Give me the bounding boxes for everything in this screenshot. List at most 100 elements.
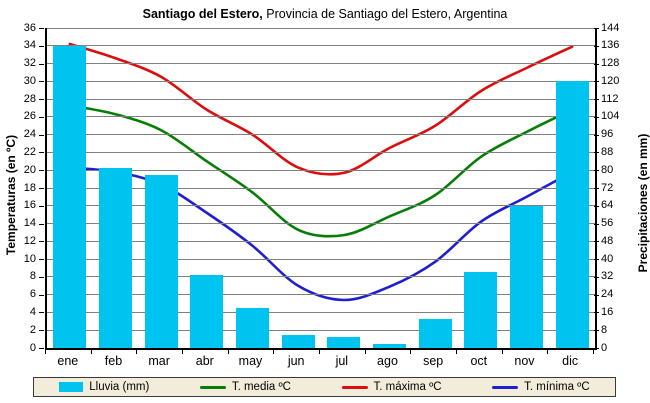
gridline-32 [47,63,595,65]
legend-label-lluvia: Lluvia (mm) [89,381,150,393]
right-tick-label-56: 56 [601,217,614,230]
left-tick-label-10: 10 [23,252,36,265]
left-tick-label-26: 26 [23,110,36,123]
left-tick-8 [39,276,44,278]
right-tick-label-40: 40 [601,252,614,265]
gridline-36 [47,27,595,29]
left-tick-22 [39,152,44,154]
left-tick-label-18: 18 [23,181,36,194]
month-label-jul: jul [335,354,349,368]
month-label-oct: oct [470,354,488,368]
left-tick-label-0: 0 [29,341,36,354]
precip-bar-nov [510,205,543,348]
right-tick-label-16: 16 [601,305,614,318]
left-tick-label-8: 8 [29,270,36,283]
legend: Lluvia (mm) T. media ºC T. máxima ºC T. … [33,377,616,397]
left-tick-label-4: 4 [29,305,36,318]
bottom-tick-8 [410,349,412,354]
gridline-8 [47,276,595,278]
gridline-34 [47,45,595,47]
precip-bar-jul [327,336,361,348]
left-tick-label-12: 12 [23,234,36,247]
gridline-6 [47,294,595,296]
month-label-ene: ene [57,354,79,368]
right-tick-112 [594,99,599,101]
gridline-28 [47,98,595,100]
month-label-may: may [238,354,263,368]
right-tick-48 [594,241,599,243]
legend-label-tminima: T. mínima ºC [524,381,590,393]
chart-title: Santiago del Estero, Provincia de Santia… [45,7,605,21]
month-label-nov: nov [514,354,535,368]
left-tick-label-24: 24 [23,128,36,141]
left-tick-4 [39,312,44,314]
left-tick-14 [39,223,44,225]
left-tick-34 [39,45,44,47]
left-tick-0 [39,348,44,349]
right-tick-label-8: 8 [601,323,608,336]
gridline-16 [47,205,595,207]
legend-item-lluvia: Lluvia (mm) [59,381,149,393]
bottom-tick-10 [501,349,503,354]
right-tick-32 [594,276,599,278]
month-label-feb: feb [104,354,123,368]
right-tick-label-88: 88 [601,145,614,158]
bottom-tick-3 [182,349,183,354]
gridline-18 [47,187,595,189]
bottom-tick-1 [90,349,92,354]
bottom-tick-6 [319,349,320,354]
bottom-tick-9 [456,349,457,354]
bottom-tick-4 [227,349,229,354]
precip-bar-ago [373,343,406,348]
gridline-12 [47,240,595,242]
left-tick-label-34: 34 [23,39,36,52]
right-tick-label-144: 144 [601,21,620,34]
right-tick-136 [594,45,599,47]
right-tick-8 [594,330,599,332]
bottom-tick-5 [273,349,275,354]
precip-bar-feb [99,168,132,348]
right-tick-0 [594,348,599,349]
line-t-m-xima-c [68,42,574,176]
right-tick-104 [594,116,599,118]
precip-bar-ene [53,45,87,348]
right-tick-label-32: 32 [601,270,614,283]
gridline-30 [47,80,595,82]
right-tick-16 [594,312,599,314]
month-label-ago: ago [377,354,398,368]
right-tick-label-120: 120 [601,74,620,87]
tminima-line-icon [492,385,519,389]
right-tick-label-128: 128 [601,57,620,70]
bottom-tick-2 [136,349,138,354]
right-tick-label-96: 96 [601,128,614,141]
right-tick-96 [594,134,599,136]
left-tick-label-22: 22 [23,145,36,158]
precip-bar-mar [144,174,178,348]
left-tick-label-28: 28 [23,92,36,105]
right-tick-label-24: 24 [601,288,614,301]
plot-area [45,27,597,350]
right-tick-128 [594,63,599,65]
left-tick-label-32: 32 [23,57,36,70]
gridline-20 [47,169,595,171]
line-t-media-c [68,104,574,238]
month-label-abr: abr [195,354,214,368]
right-tick-label-112: 112 [601,92,619,105]
right-tick-120 [594,81,599,83]
right-tick-40 [594,259,599,261]
month-label-mar: mar [148,354,170,368]
legend-item-tminima: T. mínima ºC [492,381,590,393]
bottom-tick-0 [45,349,46,354]
right-tick-80 [594,170,599,172]
bottom-tick-11 [547,349,549,354]
left-tick-26 [39,116,44,118]
left-tick-30 [39,81,44,83]
right-tick-label-104: 104 [601,110,620,123]
left-tick-2 [39,330,44,332]
month-label-dic: dic [562,354,579,368]
left-tick-12 [39,241,44,243]
bottom-tick-12 [593,349,594,354]
left-tick-6 [39,294,44,296]
gridline-24 [47,134,595,136]
chart-title-region: Provincia de Santiago del Estero, Argent… [262,7,508,21]
